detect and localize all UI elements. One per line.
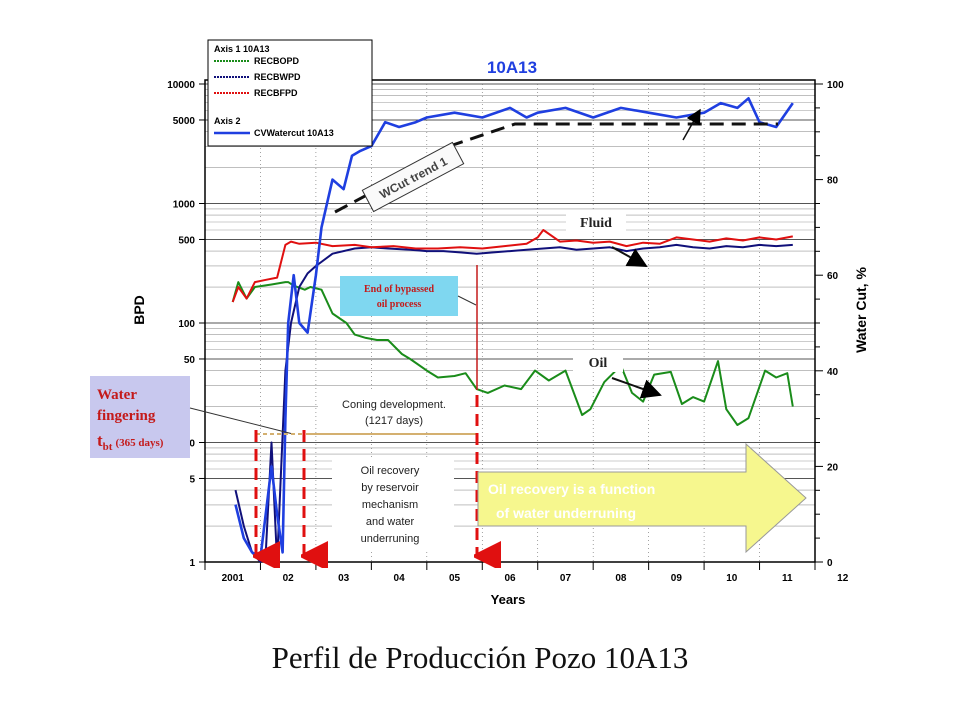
oil-recovery-mech-line3: mechanism — [362, 499, 418, 511]
water-fingering-line2: fingering — [97, 408, 156, 424]
series-line-recbwpd — [234, 243, 793, 563]
oil-label-box — [573, 350, 623, 372]
wcut-trend-line — [334, 122, 778, 214]
y-tick-label: 1000 — [173, 200, 196, 211]
y-tick-label: 500 — [178, 235, 195, 246]
legend-entry-label: RECBFPD — [254, 88, 298, 98]
tbt-label: tbt (365 days) — [97, 431, 164, 453]
x-tick-label: 12 — [837, 573, 849, 584]
y-tick-label: 1 — [189, 558, 195, 569]
water-fingering-pointer — [189, 407, 294, 435]
y-axis-label: BPD — [131, 295, 147, 325]
wcut-trend-arrow — [682, 108, 701, 141]
end-bypassed-line2: oil process — [377, 299, 422, 310]
y2-tick-label: 0 — [827, 558, 833, 569]
coning-line2: (1217 days) — [365, 415, 423, 427]
x-tick-label: 04 — [394, 573, 406, 584]
y-tick-label: 5 — [189, 474, 195, 485]
x-tick-label: 10 — [726, 573, 738, 584]
wcut-trend-box — [361, 141, 465, 213]
y-tick-label: 50 — [184, 355, 196, 366]
legend-axis2-title: Axis 2 — [214, 116, 241, 126]
oil-recovery-mech-line1: Oil recovery — [361, 465, 420, 477]
end-bypassed-line1: End of bypassed — [364, 284, 434, 295]
y2-tick-label: 20 — [827, 462, 839, 473]
legend-entry-label: RECBOPD — [254, 56, 300, 66]
series-line-recbfpd — [231, 229, 793, 303]
y-tick-label: 10000 — [167, 80, 195, 91]
oil-recovery-mech-line4: and water — [366, 516, 415, 528]
water-fingering-line1: Water — [97, 387, 137, 403]
oil-recovery-arrow-line2: of water underruning — [496, 505, 636, 521]
x-tick-label: 08 — [615, 573, 627, 584]
x-tick-label: 03 — [338, 573, 350, 584]
coning-box — [318, 392, 470, 432]
series-line-recbopd — [231, 281, 794, 426]
x-tick-label: 05 — [449, 573, 461, 584]
y2-tick-label: 40 — [827, 367, 839, 378]
oil-recovery-arrow-line1: Oil recovery is a function — [488, 481, 655, 497]
y2-tick-label: 100 — [827, 80, 844, 91]
slide-caption: Perfil de Producción Pozo 10A13 — [271, 640, 689, 675]
coning-line1: Coning development. — [342, 399, 446, 411]
oil-recovery-mech-line2: by reservoir — [361, 482, 419, 494]
x-tick-label: 07 — [560, 573, 572, 584]
legend-entry-label: CVWatercut 10A13 — [254, 128, 334, 138]
legend-axis1-title: Axis 1 10A13 — [214, 44, 270, 54]
legend-entry-label: RECBWPD — [254, 72, 301, 82]
x-tick-label: 11 — [782, 573, 793, 584]
oil-arrow — [611, 377, 662, 399]
oil-recovery-mech-line5: underruning — [361, 533, 420, 545]
x-tick-label: 02 — [283, 573, 295, 584]
x-tick-label: 09 — [671, 573, 683, 584]
fluid-arrow — [611, 246, 648, 267]
x-tick-label: 2001 — [222, 573, 245, 584]
y-tick-label: 100 — [178, 319, 195, 330]
y2-tick-label: 80 — [827, 176, 839, 187]
y2-axis-label: Water Cut, % — [853, 267, 869, 353]
oil-recovery-arrow — [477, 442, 807, 554]
end-bypassed-pointer — [457, 295, 477, 306]
oil-label: Oil — [589, 356, 608, 371]
water-fingering-box — [90, 376, 190, 458]
y-tick-label: 5000 — [173, 116, 196, 127]
x-axis-label: Years — [491, 592, 526, 607]
y2-tick-label: 60 — [827, 271, 839, 282]
oil-recovery-mech-box — [332, 458, 454, 550]
end-bypassed-box — [340, 276, 458, 316]
plot-frame — [204, 79, 816, 563]
x-tick-label: 06 — [504, 573, 516, 584]
fluid-label-box — [566, 210, 626, 232]
chart-title: 10A13 — [487, 58, 537, 77]
fluid-label: Fluid — [580, 216, 612, 231]
